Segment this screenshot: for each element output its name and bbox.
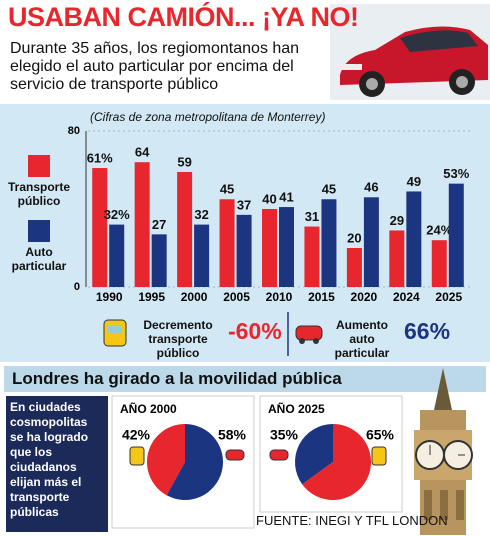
section-title: Londres ha girado a la movilidad pública (12, 369, 342, 388)
bar (431, 240, 447, 287)
bar (109, 224, 125, 287)
car-photo (330, 4, 490, 100)
value-label: 40 (262, 191, 276, 206)
x-tick-label: 2020 (351, 290, 378, 304)
value-label: 29 (390, 213, 404, 228)
value-label: 27 (152, 217, 166, 232)
bar (406, 191, 422, 287)
pie-title: AÑO 2025 (268, 401, 325, 416)
stat-label: Decremento transporte público (143, 318, 213, 360)
car-icon (295, 325, 323, 344)
bar (304, 226, 320, 287)
bar (279, 207, 294, 287)
bar (262, 209, 277, 287)
bus-icon (103, 319, 127, 347)
bar (219, 199, 235, 287)
bar (389, 230, 405, 287)
stat-label: Aumento auto particular (334, 318, 390, 360)
value-label: 24% (426, 223, 452, 238)
x-tick-label: 1990 (96, 290, 123, 304)
legend-label: Auto particular (11, 245, 67, 273)
bus-icon (371, 446, 387, 466)
subtitle: Durante 35 años, los regiomontanos han e… (10, 40, 300, 93)
value-label: 41 (279, 189, 293, 204)
x-tick-label: 2015 (308, 290, 335, 304)
value-label: 20 (347, 230, 361, 245)
source: FUENTE: INEGI Y TFL LONDON (256, 513, 448, 528)
value-label: 46 (364, 180, 378, 195)
legend-label: Transporte público (7, 180, 70, 208)
title: USABAN CAMIÓN... ¡YA NO! (8, 2, 359, 32)
bar (363, 197, 379, 287)
value-label: 53% (443, 166, 469, 181)
chart-subtitle: (Cifras de zona metropolitana de Monterr… (90, 110, 325, 124)
legend-swatch (28, 220, 50, 242)
value-label: 32 (194, 207, 208, 222)
car-icon (225, 449, 245, 461)
value-label: 45 (322, 182, 336, 197)
value-label: 37 (237, 197, 251, 212)
pie-slice (294, 424, 333, 485)
value-label: 32% (104, 207, 130, 222)
pie-title: AÑO 2000 (120, 401, 177, 416)
x-tick-label: 2005 (223, 290, 250, 304)
value-label: 49 (407, 174, 421, 189)
banner (4, 366, 486, 392)
value-label: 65% (366, 427, 395, 443)
value-label: 45 (220, 182, 234, 197)
x-tick-label: 2024 (393, 290, 420, 304)
bar (134, 162, 150, 287)
pie-slice (302, 424, 372, 501)
stat-value: 66% (404, 318, 451, 344)
pie-slice (147, 424, 185, 496)
bar (346, 248, 362, 287)
value-label: 64 (135, 145, 150, 160)
legend-swatch (28, 155, 50, 177)
x-tick-label: 2025 (435, 290, 462, 304)
x-tick-label: 2000 (181, 290, 208, 304)
text-box (6, 396, 108, 532)
bar (151, 234, 167, 287)
bus-icon (129, 446, 145, 466)
value-label: 31 (305, 209, 319, 224)
value-label: 58% (218, 427, 247, 443)
bar (194, 224, 210, 287)
stat-value: -60% (228, 318, 282, 344)
pie-slice (166, 424, 224, 500)
bar (448, 183, 464, 287)
bar (177, 171, 193, 287)
value-label: 61% (87, 150, 113, 165)
bar (92, 168, 108, 287)
y-tick-label: 80 (68, 125, 80, 137)
big-ben (414, 368, 473, 535)
value-label: 59 (177, 154, 191, 169)
bar (321, 199, 337, 287)
car-icon (269, 449, 289, 461)
value-label: 35% (270, 427, 299, 443)
x-tick-label: 1995 (138, 290, 165, 304)
y-tick-label: 0 (74, 281, 80, 293)
bar (236, 214, 252, 287)
section-text: En ciudades cosmopolitas se ha logrado q… (10, 400, 89, 519)
x-tick-label: 2010 (266, 290, 293, 304)
value-label: 42% (122, 427, 151, 443)
